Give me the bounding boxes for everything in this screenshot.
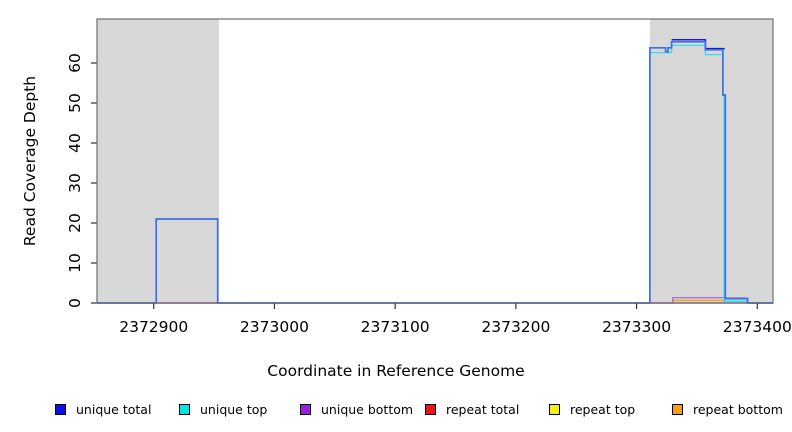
legend-label: unique bottom [321, 401, 414, 417]
legend-label: repeat total [446, 401, 520, 417]
legend-label: unique total [76, 401, 152, 417]
x-tick-label: 2373000 [240, 318, 309, 336]
legend-swatch-icon [672, 403, 683, 415]
legend: unique total unique top unique bottom repea… [0, 400, 792, 420]
legend-item-unique-total: unique total [55, 400, 151, 418]
x-tick-label: 2372900 [119, 318, 188, 336]
legend-item-repeat-bottom: repeat bottom [672, 400, 783, 418]
x-axis-label: Coordinate in Reference Genome [267, 362, 525, 380]
y-tick-label: 0 [66, 298, 84, 308]
x-tick-label: 2373300 [602, 318, 671, 336]
legend-label: unique top [200, 401, 268, 417]
legend-item-unique-top: unique top [179, 400, 267, 418]
y-tick-label: 30 [66, 173, 84, 193]
x-tick-label: 2373200 [481, 318, 550, 336]
legend-item-repeat-total: repeat total [425, 400, 519, 418]
repeat-region-left [97, 19, 219, 304]
legend-item-unique-bottom: unique bottom [300, 400, 413, 418]
x-tick-label: 2373100 [361, 318, 430, 336]
legend-label: repeat bottom [693, 401, 783, 417]
legend-swatch-icon [55, 403, 66, 415]
y-tick-label: 40 [66, 133, 84, 153]
x-tick-label: 2373400 [723, 318, 792, 336]
y-tick-label: 20 [66, 213, 84, 233]
legend-swatch-icon [179, 403, 190, 415]
repeat-region-right [649, 19, 773, 304]
coverage-plot-canvas: 2372900 2373000 2373100 2373200 2373300 23734… [66, 18, 792, 336]
legend-swatch-icon [549, 403, 560, 415]
legend-label: repeat top [570, 401, 636, 417]
y-axis-label: Read Coverage Depth [21, 75, 39, 247]
plot-box [96, 18, 774, 304]
legend-swatch-icon [425, 403, 436, 415]
legend-swatch-icon [300, 403, 311, 415]
y-tick-label: 50 [66, 93, 84, 113]
y-tick-label: 10 [66, 253, 84, 273]
series-unique-total [97, 40, 773, 304]
legend-item-repeat-top: repeat top [549, 400, 635, 418]
y-tick-label: 60 [66, 53, 84, 73]
